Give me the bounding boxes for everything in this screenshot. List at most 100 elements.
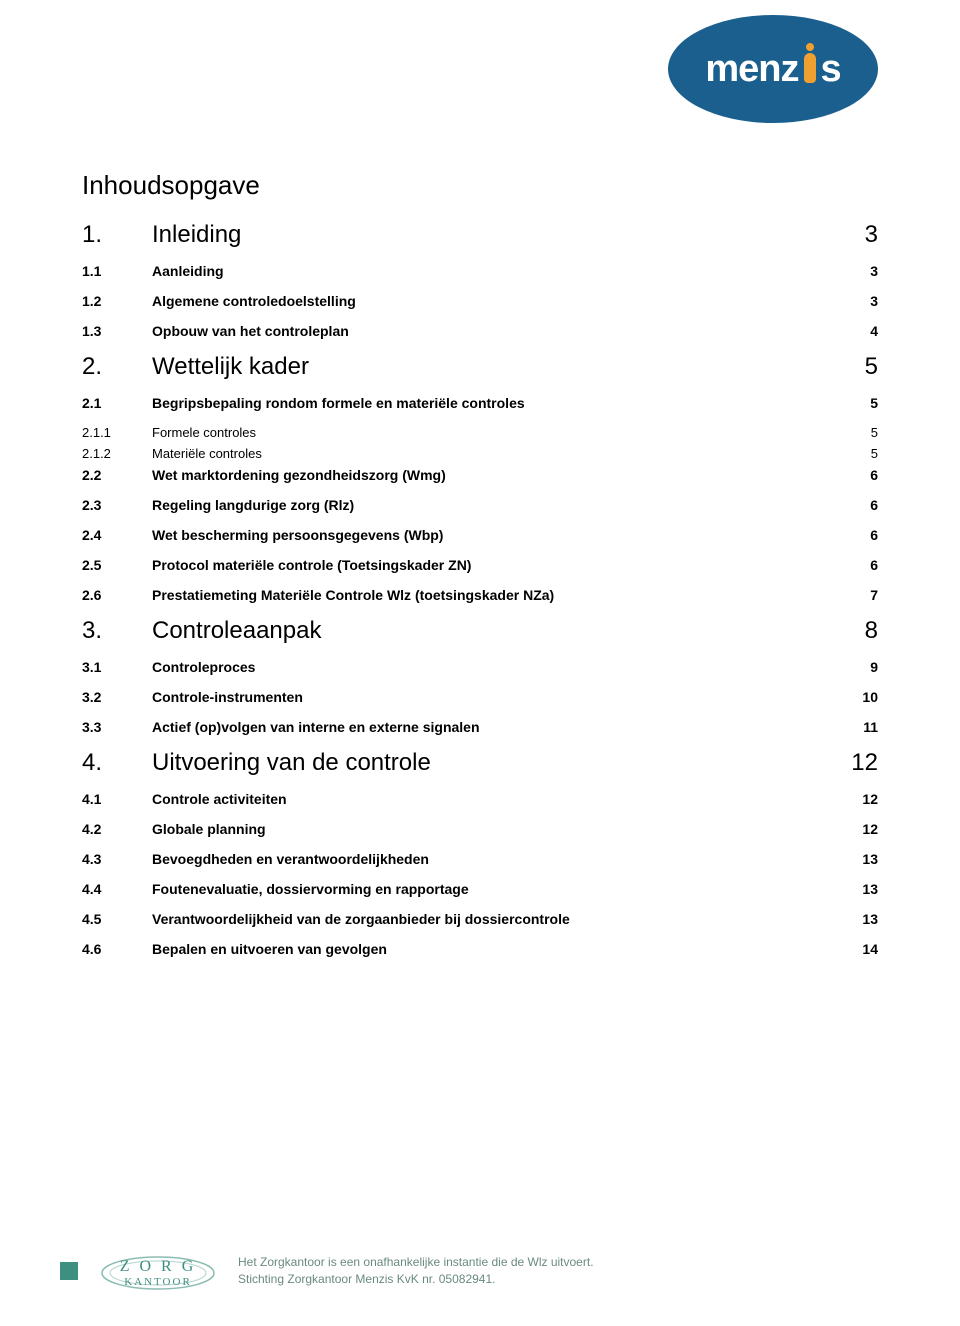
logo-text: menz s bbox=[705, 48, 840, 91]
toc-number: 4.3 bbox=[82, 851, 152, 867]
toc-page-number: 5 bbox=[870, 395, 878, 411]
toc-number: 2.1.1 bbox=[82, 425, 152, 440]
brand-logo: menz s bbox=[668, 15, 878, 123]
toc-row[interactable]: 4.3Bevoegdheden en verantwoordelijkheden… bbox=[82, 851, 878, 867]
toc-page-number: 6 bbox=[870, 557, 878, 573]
toc-title: Formele controles bbox=[152, 425, 256, 440]
toc-title: Begripsbepaling rondom formele en materi… bbox=[152, 395, 525, 411]
toc-title: Verantwoordelijkheid van de zorgaanbiede… bbox=[152, 911, 570, 927]
toc-row[interactable]: 4.6Bepalen en uitvoeren van gevolgen14 bbox=[82, 941, 878, 957]
document-page: menz s Inhoudsopgave 1.Inleiding31.1Aanl… bbox=[0, 0, 960, 957]
footer-logo-svg: Z O R G KANTOOR bbox=[98, 1251, 218, 1295]
toc-row[interactable]: 2.1Begripsbepaling rondom formele en mat… bbox=[82, 395, 878, 411]
toc-page-number: 9 bbox=[870, 659, 878, 675]
toc-row[interactable]: 2.4Wet bescherming persoonsgegevens (Wbp… bbox=[82, 527, 878, 543]
toc-row[interactable]: 2.5Protocol materiële controle (Toetsing… bbox=[82, 557, 878, 573]
toc-number: 2.3 bbox=[82, 497, 152, 513]
toc-page-number: 6 bbox=[870, 527, 878, 543]
toc-page-number: 13 bbox=[862, 881, 878, 897]
toc-number: 4.6 bbox=[82, 941, 152, 957]
toc-row-left: 4.3Bevoegdheden en verantwoordelijkheden bbox=[82, 851, 429, 867]
toc-number: 1.2 bbox=[82, 293, 152, 309]
toc-row-left: 2.1.2Materiële controles bbox=[82, 446, 262, 461]
toc-row[interactable]: 3.1Controleproces9 bbox=[82, 659, 878, 675]
toc-title: Bepalen en uitvoeren van gevolgen bbox=[152, 941, 387, 957]
toc-number: 1. bbox=[82, 221, 152, 249]
toc-row-left: 4.1Controle activiteiten bbox=[82, 791, 287, 807]
toc-title: Aanleiding bbox=[152, 263, 224, 279]
toc-row[interactable]: 3.Controleaanpak8 bbox=[82, 617, 878, 645]
toc-row-left: 4.Uitvoering van de controle bbox=[82, 749, 431, 777]
toc-row-left: 2.1Begripsbepaling rondom formele en mat… bbox=[82, 395, 525, 411]
logo-suffix: s bbox=[821, 48, 841, 91]
toc-number: 4.4 bbox=[82, 881, 152, 897]
toc-row[interactable]: 2.Wettelijk kader 5 bbox=[82, 353, 878, 381]
toc-row[interactable]: 4.Uitvoering van de controle12 bbox=[82, 749, 878, 777]
toc-number: 3.3 bbox=[82, 719, 152, 735]
toc-page-number: 12 bbox=[862, 821, 878, 837]
toc-title: Inleiding bbox=[152, 221, 241, 249]
toc-title: Wet bescherming persoonsgegevens (Wbp) bbox=[152, 527, 443, 543]
toc-row[interactable]: 1.3Opbouw van het controleplan4 bbox=[82, 323, 878, 339]
toc-row[interactable]: 1.1Aanleiding3 bbox=[82, 263, 878, 279]
toc-row[interactable]: 3.2Controle-instrumenten10 bbox=[82, 689, 878, 705]
footer-text: Het Zorgkantoor is een onafhankelijke in… bbox=[238, 1254, 594, 1288]
table-of-contents: 1.Inleiding 3 1.1Aanleiding3 1.2Algemene co… bbox=[82, 221, 878, 957]
toc-title: Opbouw van het controleplan bbox=[152, 323, 349, 339]
toc-row[interactable]: 4.5Verantwoordelijkheid van de zorgaanbi… bbox=[82, 911, 878, 927]
toc-number: 3.2 bbox=[82, 689, 152, 705]
toc-title: Prestatiemeting Materiële Controle Wlz (… bbox=[152, 587, 554, 603]
toc-number: 2.5 bbox=[82, 557, 152, 573]
toc-row[interactable]: 3.3Actief (op)volgen van interne en exte… bbox=[82, 719, 878, 735]
toc-page-number: 5 bbox=[871, 446, 878, 461]
toc-row[interactable]: 2.2Wet marktordening gezondheidszorg (Wm… bbox=[82, 467, 878, 483]
toc-row[interactable]: 4.1Controle activiteiten 12 bbox=[82, 791, 878, 807]
toc-number: 4.2 bbox=[82, 821, 152, 837]
toc-page-number: 13 bbox=[862, 911, 878, 927]
content-area: Inhoudsopgave 1.Inleiding31.1Aanleiding3… bbox=[82, 170, 878, 957]
toc-page-number: 8 bbox=[865, 617, 878, 645]
toc-row-left: 2.1.1Formele controles bbox=[82, 425, 256, 440]
toc-row-left: 4.2Globale planning bbox=[82, 821, 266, 837]
toc-row-left: 2.2Wet marktordening gezondheidszorg (Wm… bbox=[82, 467, 446, 483]
toc-row[interactable]: 4.4Foutenevaluatie, dossiervorming en ra… bbox=[82, 881, 878, 897]
footer-text-line2: Stichting Zorgkantoor Menzis KvK nr. 050… bbox=[238, 1271, 594, 1288]
toc-row-left: 3.3Actief (op)volgen van interne en exte… bbox=[82, 719, 480, 735]
toc-row[interactable]: 2.3Regeling langdurige zorg (Rlz)6 bbox=[82, 497, 878, 513]
toc-number: 2.1 bbox=[82, 395, 152, 411]
toc-row-left: 2.5Protocol materiële controle (Toetsing… bbox=[82, 557, 471, 573]
toc-row[interactable]: 2.1.2Materiële controles 5 bbox=[82, 446, 878, 461]
toc-row[interactable]: 2.6Prestatiemeting Materiële Controle Wl… bbox=[82, 587, 878, 603]
toc-number: 2. bbox=[82, 353, 152, 381]
toc-title: Foutenevaluatie, dossiervorming en rappo… bbox=[152, 881, 469, 897]
toc-title: Controle activiteiten bbox=[152, 791, 287, 807]
toc-page-number: 13 bbox=[862, 851, 878, 867]
toc-title: Controleaanpak bbox=[152, 617, 321, 645]
toc-page-number: 6 bbox=[870, 467, 878, 483]
toc-row-left: 2.Wettelijk kader bbox=[82, 353, 309, 381]
toc-row-left: 1.2Algemene controledoelstelling bbox=[82, 293, 356, 309]
toc-page-number: 10 bbox=[862, 689, 878, 705]
toc-number: 4.5 bbox=[82, 911, 152, 927]
toc-page-number: 3 bbox=[865, 221, 878, 249]
toc-row[interactable]: 1.Inleiding 3 bbox=[82, 221, 878, 249]
toc-title: Wet marktordening gezondheidszorg (Wmg) bbox=[152, 467, 446, 483]
toc-title: Materiële controles bbox=[152, 446, 262, 461]
toc-page-number: 7 bbox=[870, 587, 878, 603]
toc-row-left: 4.5Verantwoordelijkheid van de zorgaanbi… bbox=[82, 911, 570, 927]
toc-page-number: 5 bbox=[865, 353, 878, 381]
toc-row-left: 2.3Regeling langdurige zorg (Rlz) bbox=[82, 497, 354, 513]
footer-square-icon bbox=[60, 1262, 78, 1280]
page-footer: Z O R G KANTOOR Het Zorgkantoor is een o… bbox=[60, 1251, 878, 1291]
toc-title: Uitvoering van de controle bbox=[152, 749, 431, 777]
toc-row[interactable]: 1.2Algemene controledoelstelling3 bbox=[82, 293, 878, 309]
toc-title: Algemene controledoelstelling bbox=[152, 293, 356, 309]
toc-row[interactable]: 4.2Globale planning 12 bbox=[82, 821, 878, 837]
toc-row-left: 4.4Foutenevaluatie, dossiervorming en ra… bbox=[82, 881, 469, 897]
toc-title: Bevoegdheden en verantwoordelijkheden bbox=[152, 851, 429, 867]
toc-number: 1.1 bbox=[82, 263, 152, 279]
toc-page-number: 12 bbox=[862, 791, 878, 807]
toc-row[interactable]: 2.1.1Formele controles5 bbox=[82, 425, 878, 440]
toc-title: Protocol materiële controle (Toetsingska… bbox=[152, 557, 471, 573]
footer-text-line1: Het Zorgkantoor is een onafhankelijke in… bbox=[238, 1254, 594, 1271]
